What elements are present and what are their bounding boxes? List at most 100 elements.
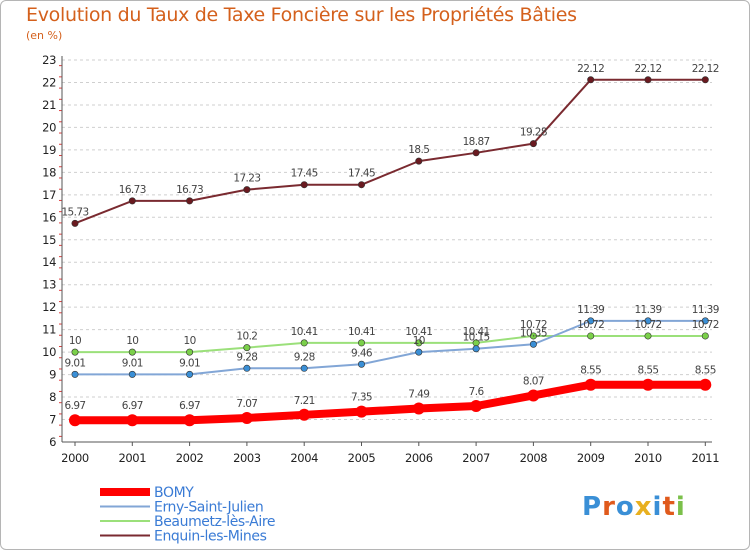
proxiti-logo: Proxiti — [582, 492, 686, 522]
data-label: 7.07 — [236, 398, 257, 410]
data-point — [472, 149, 480, 157]
data-label: 10 — [184, 335, 196, 347]
x-tick-label: 2005 — [348, 451, 376, 465]
legend-label: Beaumetz-lès-Aire — [154, 514, 275, 530]
data-label: 10.41 — [348, 326, 375, 338]
data-point — [529, 340, 537, 348]
data-label: 9.46 — [351, 347, 373, 359]
data-label: 8.07 — [523, 375, 544, 387]
data-label: 10.41 — [291, 326, 318, 338]
data-label: 16.73 — [119, 184, 146, 196]
data-point — [243, 344, 251, 352]
logo-letter: i — [675, 492, 686, 522]
data-label: 7.6 — [469, 386, 485, 398]
data-point — [357, 339, 365, 347]
y-tick-label: 16 — [42, 210, 56, 224]
y-tick-label: 22 — [42, 75, 56, 89]
data-point — [355, 405, 368, 418]
legend-label: Erny-Saint-Julien — [154, 500, 263, 516]
series-line-2 — [74, 334, 707, 354]
logo-letter: i — [652, 492, 663, 522]
y-tick-label: 10 — [42, 345, 56, 359]
data-point — [587, 332, 595, 340]
y-tick-label: 14 — [42, 255, 56, 269]
y-tick-label: 9 — [49, 368, 56, 382]
data-label: 6.97 — [179, 400, 200, 412]
data-point — [243, 186, 251, 194]
data-label: 19.28 — [520, 127, 547, 139]
data-point — [240, 411, 253, 424]
data-label: 10.72 — [520, 319, 547, 331]
data-label: 18.87 — [463, 136, 490, 148]
data-point — [587, 76, 595, 84]
data-label: 17.23 — [233, 173, 260, 185]
y-tick-label: 15 — [42, 233, 56, 247]
y-tick-label: 13 — [42, 278, 56, 292]
data-label: 10 — [69, 335, 81, 347]
data-point — [186, 348, 194, 356]
data-label: 22.12 — [634, 63, 661, 75]
data-point — [186, 197, 194, 205]
data-point — [357, 181, 365, 189]
data-label: 18.5 — [408, 144, 429, 156]
data-point — [701, 317, 709, 325]
data-point — [300, 364, 308, 372]
data-label: 7.21 — [294, 395, 315, 407]
data-label: 7.35 — [351, 392, 372, 404]
x-tick-label: 2000 — [61, 451, 89, 465]
data-point — [183, 414, 196, 427]
data-label: 11.39 — [692, 304, 719, 316]
y-tick-label: 23 — [42, 53, 56, 67]
y-tick-label: 19 — [42, 143, 56, 157]
data-point — [71, 370, 79, 378]
data-point — [415, 157, 423, 165]
data-label: 10.2 — [236, 331, 257, 343]
chart-title: Evolution du Taux de Taxe Foncière sur l… — [26, 4, 577, 26]
data-point — [701, 332, 709, 340]
data-label: 8.55 — [580, 365, 601, 377]
y-tick-label: 12 — [42, 300, 56, 314]
data-point — [71, 219, 79, 227]
data-point — [587, 317, 595, 325]
data-label: 10.72 — [634, 319, 661, 331]
data-point — [243, 364, 251, 372]
x-tick-label: 2004 — [290, 451, 318, 465]
data-point — [128, 348, 136, 356]
series-line-1 — [74, 319, 707, 376]
data-point — [300, 181, 308, 189]
data-point — [300, 339, 308, 347]
y-tick-label: 8 — [49, 390, 56, 404]
legend-label: Enquin-les-Mines — [154, 529, 267, 545]
data-point — [298, 408, 311, 421]
data-label: 10.72 — [692, 319, 719, 331]
data-point — [69, 414, 81, 427]
series-line-3 — [74, 78, 707, 225]
chart-unit: (en %) — [26, 29, 63, 42]
data-label: 10.41 — [405, 326, 432, 338]
logo-letter: r — [602, 492, 616, 522]
y-tick-label: 17 — [42, 188, 56, 202]
y-tick-label: 18 — [42, 165, 56, 179]
data-point — [470, 400, 483, 413]
y-tick-label: 20 — [42, 120, 56, 134]
data-label: 22.12 — [692, 63, 719, 75]
x-tick-label: 2010 — [634, 451, 662, 465]
x-tick-label: 2009 — [577, 451, 605, 465]
x-tick-label: 2003 — [233, 451, 261, 465]
data-label: 11.39 — [577, 304, 604, 316]
logo-letter: P — [582, 492, 603, 522]
data-label: 10 — [126, 335, 138, 347]
data-point — [584, 378, 597, 391]
data-label: 15.73 — [61, 206, 88, 218]
x-tick-label: 2008 — [520, 451, 548, 465]
data-point — [126, 414, 139, 427]
data-label: 8.55 — [638, 365, 659, 377]
data-point — [186, 370, 194, 378]
data-point — [527, 389, 540, 402]
data-point — [415, 348, 423, 356]
logo-letter: o — [615, 492, 635, 522]
logo-letter: x — [634, 492, 653, 522]
y-tick-label: 11 — [42, 323, 56, 337]
